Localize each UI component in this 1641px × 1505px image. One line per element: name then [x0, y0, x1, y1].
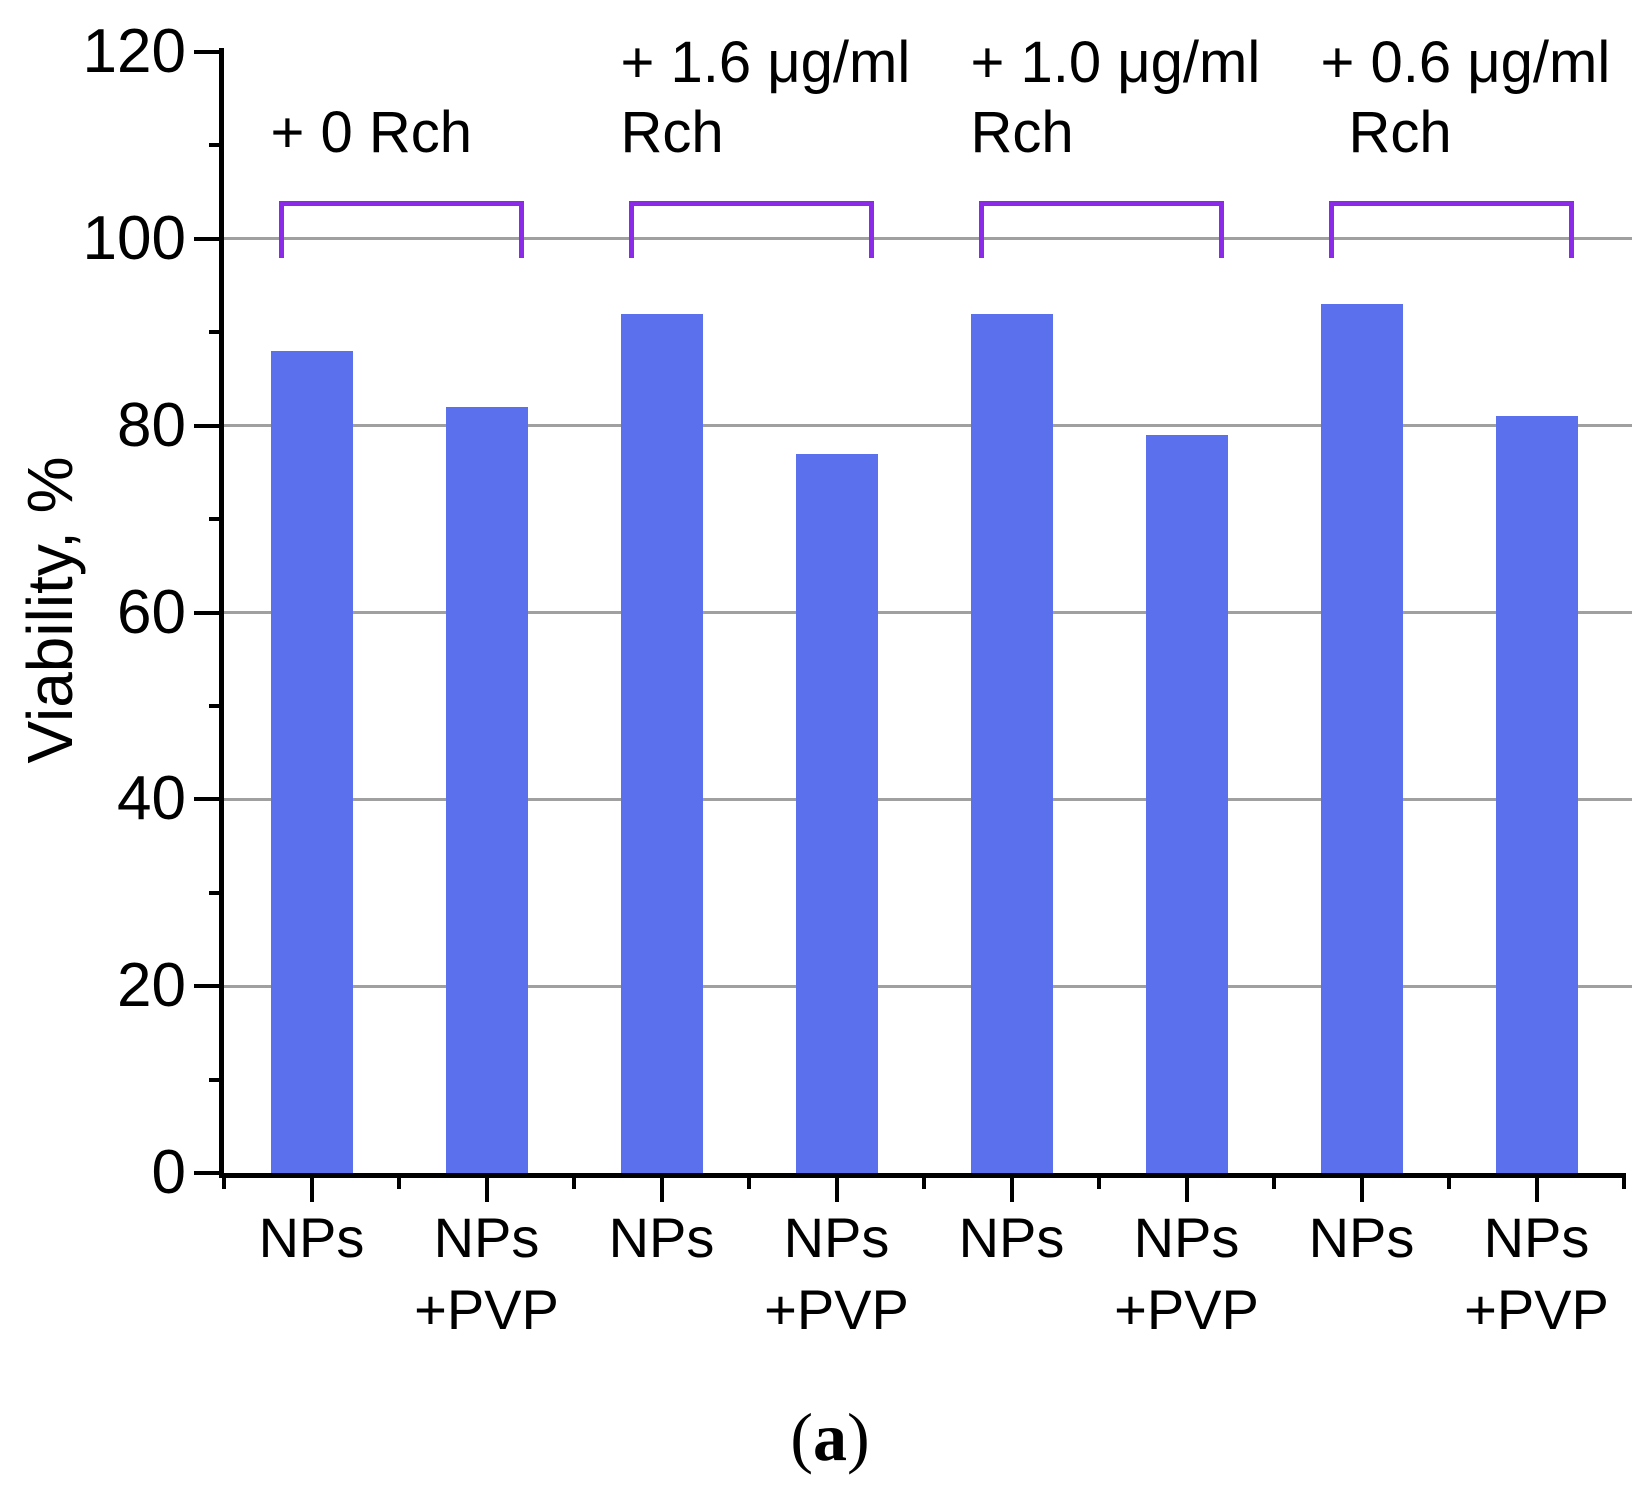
bar [1320, 304, 1403, 1173]
group-annotation-line: + 0 Rch [270, 100, 473, 165]
bar-label-line: NPs [1483, 1206, 1590, 1269]
caption-close-paren: ) [847, 1399, 870, 1475]
group-annotation: + 1.0 μg/ml Rch [970, 30, 1261, 168]
y-major-tick [194, 50, 224, 54]
x-minor-tick [222, 1176, 226, 1189]
bar-label: NPs +PVP [1100, 1202, 1274, 1346]
bar [1495, 416, 1578, 1173]
y-major-tick [194, 984, 224, 989]
y-minor-tick [209, 143, 224, 148]
bar-label: NPs [225, 1202, 399, 1274]
y-major-tick [194, 236, 224, 241]
x-minor-tick [1622, 1176, 1626, 1189]
group-annotation-line: + 1.6 μg/ml [620, 30, 911, 95]
y-minor-tick [209, 890, 224, 895]
x-minor-tick [1272, 1176, 1276, 1189]
group-annotation-line: Rch [970, 100, 1074, 165]
y-minor-tick [209, 1077, 224, 1082]
bar-label-line: NPs [258, 1206, 365, 1269]
x-major-tick [834, 1176, 839, 1202]
gridline-100 [224, 237, 1632, 241]
bar-label-line: NPs [958, 1206, 1065, 1269]
group-bracket [278, 201, 524, 258]
y-tick-label: 40 [117, 764, 186, 834]
x-major-tick [1009, 1176, 1014, 1202]
group-annotation-line: Rch [1348, 100, 1452, 165]
x-major-tick [1184, 1176, 1189, 1202]
y-tick-label: 120 [82, 17, 186, 86]
x-minor-tick [1447, 1176, 1451, 1189]
bar-label-line: +PVP [1114, 1278, 1259, 1341]
y-major-tick [194, 797, 224, 802]
group-bracket [978, 201, 1224, 258]
bar-label-line: NPs [433, 1206, 540, 1269]
group-bracket [1328, 201, 1574, 258]
x-minor-tick [397, 1176, 401, 1189]
figure-caption: (a) [630, 1398, 1030, 1477]
x-minor-tick [747, 1176, 751, 1189]
y-tick-label: 20 [117, 951, 186, 1021]
x-minor-tick [572, 1176, 576, 1189]
y-major-tick [194, 423, 224, 428]
bar-label: NPs [925, 1202, 1099, 1274]
bar-label: NPs +PVP [750, 1202, 924, 1346]
y-major-tick [194, 1171, 224, 1175]
caption-open-paren: ( [790, 1399, 813, 1475]
bar-label: NPs +PVP [1450, 1202, 1624, 1346]
y-tick-label: 0 [151, 1138, 186, 1207]
bar [445, 406, 528, 1173]
bar-label-line: +PVP [1464, 1278, 1609, 1341]
bar [1145, 435, 1228, 1173]
bar-label-line: +PVP [764, 1278, 909, 1341]
x-major-tick [484, 1176, 489, 1202]
bar-label-line: +PVP [414, 1278, 559, 1341]
bar [795, 453, 878, 1173]
bar-label-line: NPs [1133, 1206, 1240, 1269]
y-tick-label: 100 [82, 203, 186, 273]
y-major-tick [194, 610, 224, 615]
group-bracket [628, 201, 874, 258]
y-minor-tick [209, 517, 224, 522]
group-annotation-line: + 1.0 μg/ml [970, 30, 1261, 95]
x-major-tick [659, 1176, 664, 1202]
x-minor-tick [922, 1176, 926, 1189]
x-major-tick [309, 1176, 314, 1202]
x-major-tick [1534, 1176, 1539, 1202]
bar-label: NPs [575, 1202, 749, 1274]
caption-letter: a [813, 1399, 847, 1475]
group-annotation-line: Rch [620, 100, 724, 165]
x-major-tick [1359, 1176, 1364, 1202]
group-annotation: + 0 Rch [271, 36, 473, 168]
gridline-20 [224, 984, 1632, 988]
bar-label-line: NPs [1308, 1206, 1415, 1269]
gridline-60 [224, 611, 1632, 614]
group-annotation: + 1.6 μg/ml Rch [620, 30, 911, 168]
bar-label: NPs +PVP [400, 1202, 574, 1346]
y-tick-label: 80 [117, 390, 186, 460]
bar-label-line: NPs [783, 1206, 890, 1269]
group-annotation: + 0.6 μg/ml Rch [1321, 30, 1611, 168]
group-annotation-line: + 0.6 μg/ml [1320, 30, 1611, 95]
y-minor-tick [209, 703, 224, 708]
bar-label: NPs [1275, 1202, 1449, 1274]
y-minor-tick [209, 330, 224, 335]
gridline-40 [224, 797, 1632, 801]
x-minor-tick [1097, 1176, 1101, 1189]
bar [620, 313, 703, 1173]
bar [270, 350, 353, 1173]
x-axis-line [219, 1173, 1626, 1178]
y-tick-label: 60 [117, 577, 186, 647]
bar-label-line: NPs [608, 1206, 715, 1269]
bar [970, 313, 1053, 1173]
gridline-80 [224, 424, 1632, 428]
